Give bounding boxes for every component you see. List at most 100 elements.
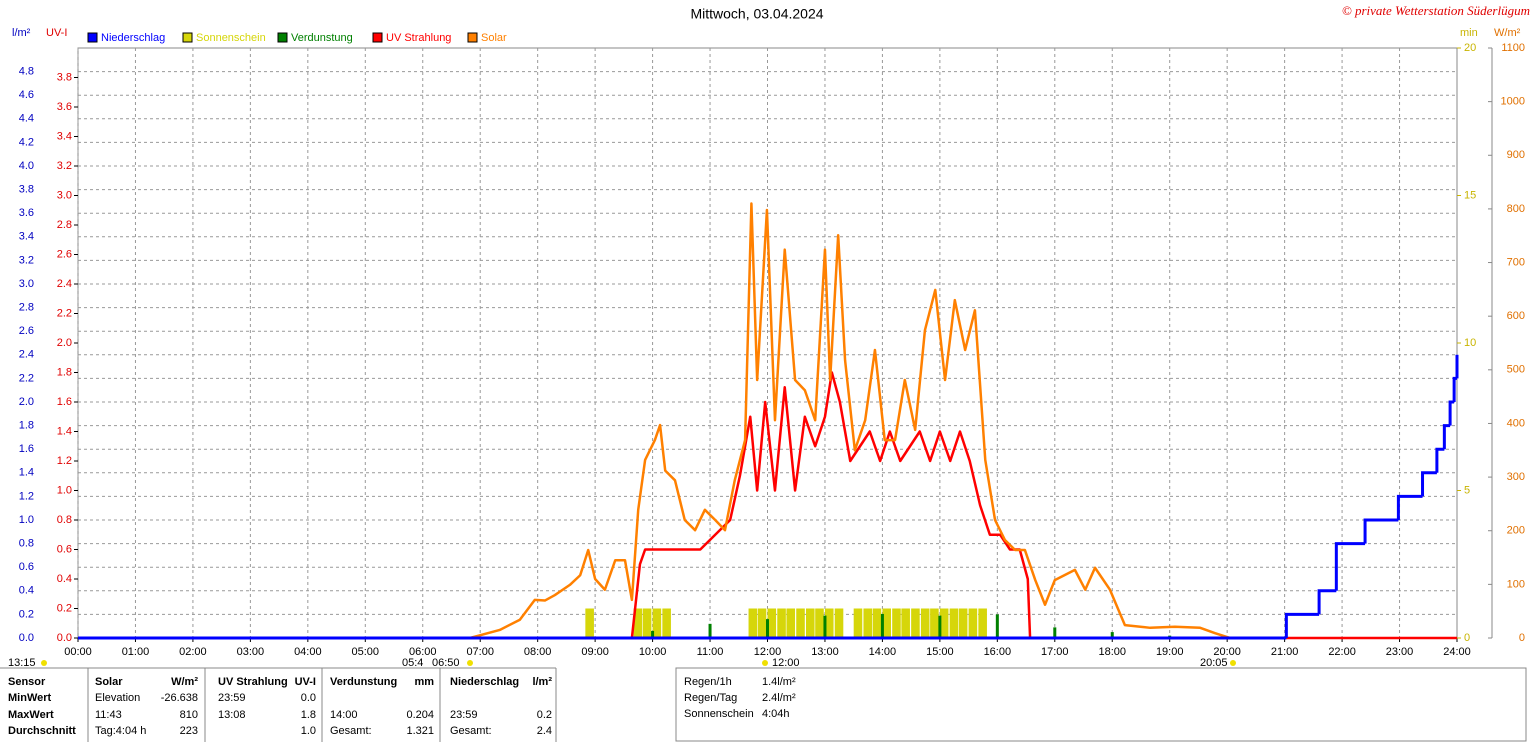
table-header: W/m² [171,676,198,688]
sunshine-bar [892,608,901,638]
sunshine-bar [824,608,834,638]
y3-tick-label: 0 [1464,632,1470,644]
table-cell: 14:00 [330,709,358,721]
x-tick-label: 10:00 [639,646,667,658]
table-header: Sensor [8,676,46,688]
y-tick-label: 0.0 [19,632,34,644]
table-cell: 11:43 [95,709,122,721]
sunshine-bar [834,608,844,638]
y2-tick-label: 1.0 [57,484,72,496]
evaporation-bar [708,623,712,638]
y2-tick-label: 1.4 [57,425,72,437]
y-tick-label: 3.8 [19,184,34,196]
sunshine-bar [882,608,891,638]
table-cell: 0.2 [537,709,552,721]
sunshine-bar [642,608,652,638]
x-tick-label: 00:00 [64,646,92,658]
y2-tick-label: 1.6 [57,396,72,408]
y4-tick-label: 500 [1507,364,1525,376]
table-cell: 810 [180,709,198,721]
y-tick-label: 3.4 [19,231,34,243]
y-tick-label: 0.8 [19,538,34,550]
sunshine-bar [815,608,824,638]
y-tick-label: 1.8 [19,420,34,432]
y-tick-label: 3.0 [19,278,34,290]
sunshine-bar [662,608,671,638]
x-tick-label: 21:00 [1271,646,1299,658]
x-tick-label: 01:00 [122,646,150,658]
rain-step [1284,612,1320,638]
evaporation-bar [995,614,999,638]
x-tick-label: 07:00 [466,646,494,658]
series-line [318,371,1457,640]
y2-tick-label: 0.6 [57,543,72,555]
credit: © private Wetterstation Süderlügum [1342,3,1530,18]
time-marker: 20:05 [1200,657,1228,669]
table-cell: Tag:4:04 h [95,725,146,737]
table-header: UV-I [295,676,316,688]
y3-tick-label: 20 [1464,42,1476,54]
y2-tick-label: 3.4 [57,130,72,142]
x-tick-label: 05:00 [352,646,380,658]
table-cell: 2.4 [537,725,552,737]
stat-value: 4:04h [762,708,790,720]
legend-swatch [372,32,383,43]
table-cell: Gesamt: [450,725,492,737]
x-tick-label: 23:00 [1386,646,1414,658]
sunshine-bar [853,608,863,638]
y2-tick-label: 0.2 [57,602,72,614]
y-tick-label: 4.4 [19,113,34,125]
row-label: MaxWert [8,709,54,721]
sunshine-bar [863,608,873,638]
x-tick-label: 18:00 [1098,646,1126,658]
sunshine-bar [652,608,662,638]
x-tick-label: 16:00 [984,646,1012,658]
evaporation-bar [766,619,769,638]
y3-tick-label: 10 [1464,337,1476,349]
sunshine-bar [920,608,930,638]
y2-tick-label: 0.0 [57,632,72,644]
y-tick-label: 4.0 [19,160,34,172]
plot: 00:00 01:00 02:00 03:00 04:00 05:00 06:00 07:00… [8,32,1525,669]
rain-step [1442,424,1451,450]
evaporation-bar [938,615,942,638]
y-tick-label: 1.0 [19,514,34,526]
table-cell: 223 [180,725,198,737]
rain-step [1421,471,1437,497]
series-line [469,202,1231,640]
legend-label: Solar [481,32,507,44]
legend-swatch [87,32,98,43]
x-tick-label: 22:00 [1328,646,1356,658]
x-tick-label: 12:00 [754,646,782,658]
y2-tick-label: 2.8 [57,219,72,231]
evaporation-bar [651,630,655,638]
y2-tick-label: 0.8 [57,514,72,526]
y4-axis-unit: W/m² [1494,27,1521,39]
table-header: UV Strahlung [218,676,288,688]
y2-tick-label: 2.6 [57,248,72,260]
rain-step [1334,542,1366,591]
stat-label: Sonnenschein [684,708,754,720]
y2-tick-label: 2.2 [57,307,72,319]
row-label: Durchschnitt [8,725,76,737]
time-marker: 06:50 [432,657,460,669]
evaporation-bar [823,615,827,638]
y4-tick-label: 1000 [1501,96,1525,108]
legend-label: Niederschlag [101,32,165,44]
time-marker: 12:00 [772,657,800,669]
table-cell: 23:59 [218,692,246,704]
stat-label: Regen/Tag [684,692,737,704]
sunshine-bar [939,608,949,638]
y4-tick-label: 900 [1507,149,1525,161]
y4-tick-label: 700 [1507,256,1525,268]
y3-axis-unit: min [1460,27,1478,39]
sunshine-bar [786,608,796,638]
stats-box [675,667,1527,742]
y-tick-label: 2.6 [19,325,34,337]
y-axis-unit: l/m² [12,27,31,39]
x-tick-label: 15:00 [926,646,954,658]
legend-swatch [467,32,478,43]
table-cell: 23:59 [450,709,478,721]
sun-marker [1230,660,1236,666]
y2-tick-label: 2.0 [57,337,72,349]
